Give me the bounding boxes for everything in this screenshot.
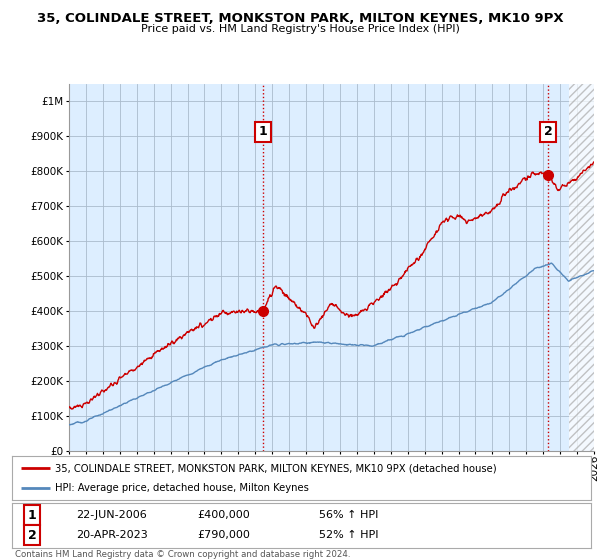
Text: 52% ↑ HPI: 52% ↑ HPI — [319, 530, 379, 540]
Text: £790,000: £790,000 — [197, 530, 250, 540]
Text: 22-JUN-2006: 22-JUN-2006 — [76, 510, 146, 520]
Text: 1: 1 — [259, 125, 268, 138]
Text: £400,000: £400,000 — [197, 510, 250, 520]
Text: 20-APR-2023: 20-APR-2023 — [76, 530, 148, 540]
Text: 2: 2 — [28, 529, 37, 542]
Text: 2: 2 — [544, 125, 553, 138]
Text: Price paid vs. HM Land Registry's House Price Index (HPI): Price paid vs. HM Land Registry's House … — [140, 24, 460, 34]
Text: 35, COLINDALE STREET, MONKSTON PARK, MILTON KEYNES, MK10 9PX: 35, COLINDALE STREET, MONKSTON PARK, MIL… — [37, 12, 563, 25]
Text: 35, COLINDALE STREET, MONKSTON PARK, MILTON KEYNES, MK10 9PX (detached house): 35, COLINDALE STREET, MONKSTON PARK, MIL… — [55, 463, 497, 473]
Text: Contains HM Land Registry data © Crown copyright and database right 2024.
This d: Contains HM Land Registry data © Crown c… — [15, 550, 350, 560]
Text: 1: 1 — [28, 509, 37, 522]
Text: 56% ↑ HPI: 56% ↑ HPI — [319, 510, 378, 520]
Text: HPI: Average price, detached house, Milton Keynes: HPI: Average price, detached house, Milt… — [55, 483, 310, 493]
